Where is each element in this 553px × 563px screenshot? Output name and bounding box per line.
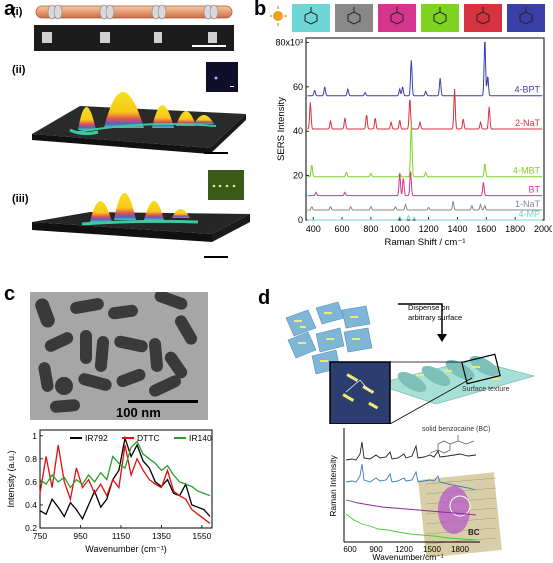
series-label-4-bpt: 4-BPT — [514, 85, 540, 95]
chart-c-ytick-label: 1 — [32, 431, 37, 441]
tem-scale-label: 100 nm — [116, 405, 161, 420]
chart-c-xtick-label: 1550 — [192, 531, 211, 541]
series-label-bt: BT — [528, 185, 540, 195]
d-ylabel: Raman Intensity — [328, 455, 338, 517]
d-xtick-900: 900 — [369, 545, 383, 554]
chart-b-xtick-label: 1000 — [390, 224, 410, 234]
series-label-2-nat: 2-NaT — [515, 118, 541, 128]
spectrum-line-purple — [345, 499, 477, 516]
series-line-ir140 — [39, 440, 211, 497]
series-line-4-mbt — [307, 123, 543, 178]
compound-label: solid benzocaine (BC) — [422, 426, 491, 433]
benzocaine-structure — [429, 435, 475, 454]
chart-b-ytick-label: 60 — [293, 82, 303, 92]
chart-b-xtick-label: 1200 — [419, 224, 439, 234]
legend-label-dttc: DTTC — [137, 433, 160, 443]
chart-b-xtick-label: 1800 — [505, 224, 525, 234]
chart-b-xtick-label: 1400 — [447, 224, 467, 234]
series-label-4-mbt: 4-MBT — [513, 166, 541, 176]
panel-b-label: b — [254, 0, 267, 20]
series-line-1-nat — [307, 201, 543, 211]
chart-b-ytick-label: 20 — [293, 171, 303, 181]
chart-c-xtick-label: 1350 — [152, 531, 171, 541]
chart-b-ytick-label: 0 — [298, 215, 303, 225]
d-xtick-1500: 1500 — [423, 545, 441, 554]
series-line-2-nat — [307, 88, 543, 130]
d-xtick-1800: 1800 — [451, 545, 469, 554]
series-line-4-bpt — [307, 42, 543, 97]
panel-a-label: a — [4, 0, 16, 20]
chart-c-xtick-label: 1150 — [112, 531, 131, 541]
chart-b-xtick-label: 800 — [363, 224, 378, 234]
chart-c-frame — [39, 429, 213, 529]
dispense-label: Dispense on arbitrary surface — [408, 303, 463, 322]
sem-strip-image — [34, 25, 234, 51]
subpanel-iii-label: (iii) — [12, 193, 29, 205]
bc-raman-chart: 600 900 1200 1500 1800 Wavenumber/cm⁻¹ R… — [328, 428, 502, 560]
intensity-map-3d-ii — [32, 62, 246, 154]
series-line-dttc — [39, 444, 211, 524]
chart-b-ytick-label: 80x10³ — [275, 37, 303, 47]
chart-c-ytick-label: 0.6 — [25, 477, 37, 487]
surface-texture-label: Surface texture — [462, 386, 510, 393]
chart-b-ytick-label: 40 — [293, 126, 303, 136]
series-label-4-mp: 4-MP — [518, 209, 540, 219]
chart-b-xtick-label: 600 — [335, 224, 350, 234]
chart-c-xtick-label: 950 — [73, 531, 87, 541]
chart-c-xlabel: Wavenumber (cm⁻¹) — [85, 544, 166, 554]
panel-c-label: c — [4, 283, 16, 305]
d-xtick-600: 600 — [343, 545, 357, 554]
raman-dye-chart: 750 950 1150 1350 1550 0.2 0.4 0.6 0.8 1 Wavenumbe… — [6, 429, 213, 554]
spectrum-line-black — [345, 441, 477, 461]
series-line-4-mp — [307, 214, 543, 221]
intensity-map-3d-iii — [32, 170, 250, 242]
chart-b-xtick-label: 2000 — [534, 224, 552, 234]
substrate-schematic — [286, 301, 536, 424]
chart-b-xlabel: Raman Shift / cm⁻¹ — [384, 237, 465, 248]
chart-c-ylabel: Intensity (a.u.) — [6, 450, 16, 507]
chart-c-ytick-label: 0.4 — [25, 500, 37, 510]
chart-c-ytick-label: 0.8 — [25, 454, 37, 464]
chart-b-xtick-label: 1600 — [476, 224, 496, 234]
nanorod-schematic — [35, 4, 233, 20]
sun-icon — [270, 6, 287, 26]
spectrum-line-blue — [345, 463, 477, 491]
subpanel-ii-label: (ii) — [12, 64, 26, 76]
chart-c-xtick-label: 750 — [33, 531, 47, 541]
series-line-bt — [307, 171, 543, 197]
series-label-1-nat: 1-NaT — [515, 199, 541, 209]
chart-c-ytick-label: 0.2 — [25, 523, 37, 533]
legend-label-ir792: IR792 — [85, 433, 108, 443]
molecule-icon-strip — [270, 4, 545, 32]
chart-b-ylabel: SERS Intensity — [276, 97, 287, 161]
bc-label: BC — [468, 528, 480, 537]
scale-bar-ii — [204, 152, 228, 154]
scale-bar-iii — [204, 256, 228, 258]
legend-label-ir140: IR140 — [189, 433, 212, 443]
tem-image — [30, 292, 208, 420]
spectrum-line-green — [345, 513, 477, 541]
d-xtick-1200: 1200 — [395, 545, 413, 554]
sers-spectra-chart: 400 600 800 1000 1200 1400 1600 1800 2000 0 20 40 60… — [275, 37, 552, 248]
chart-b-xtick-label: 400 — [306, 224, 321, 234]
panel-d-label: d — [258, 287, 271, 309]
subpanel-i-label: (i) — [12, 6, 23, 18]
d-xlabel: Wavenumber/cm⁻¹ — [372, 552, 443, 560]
